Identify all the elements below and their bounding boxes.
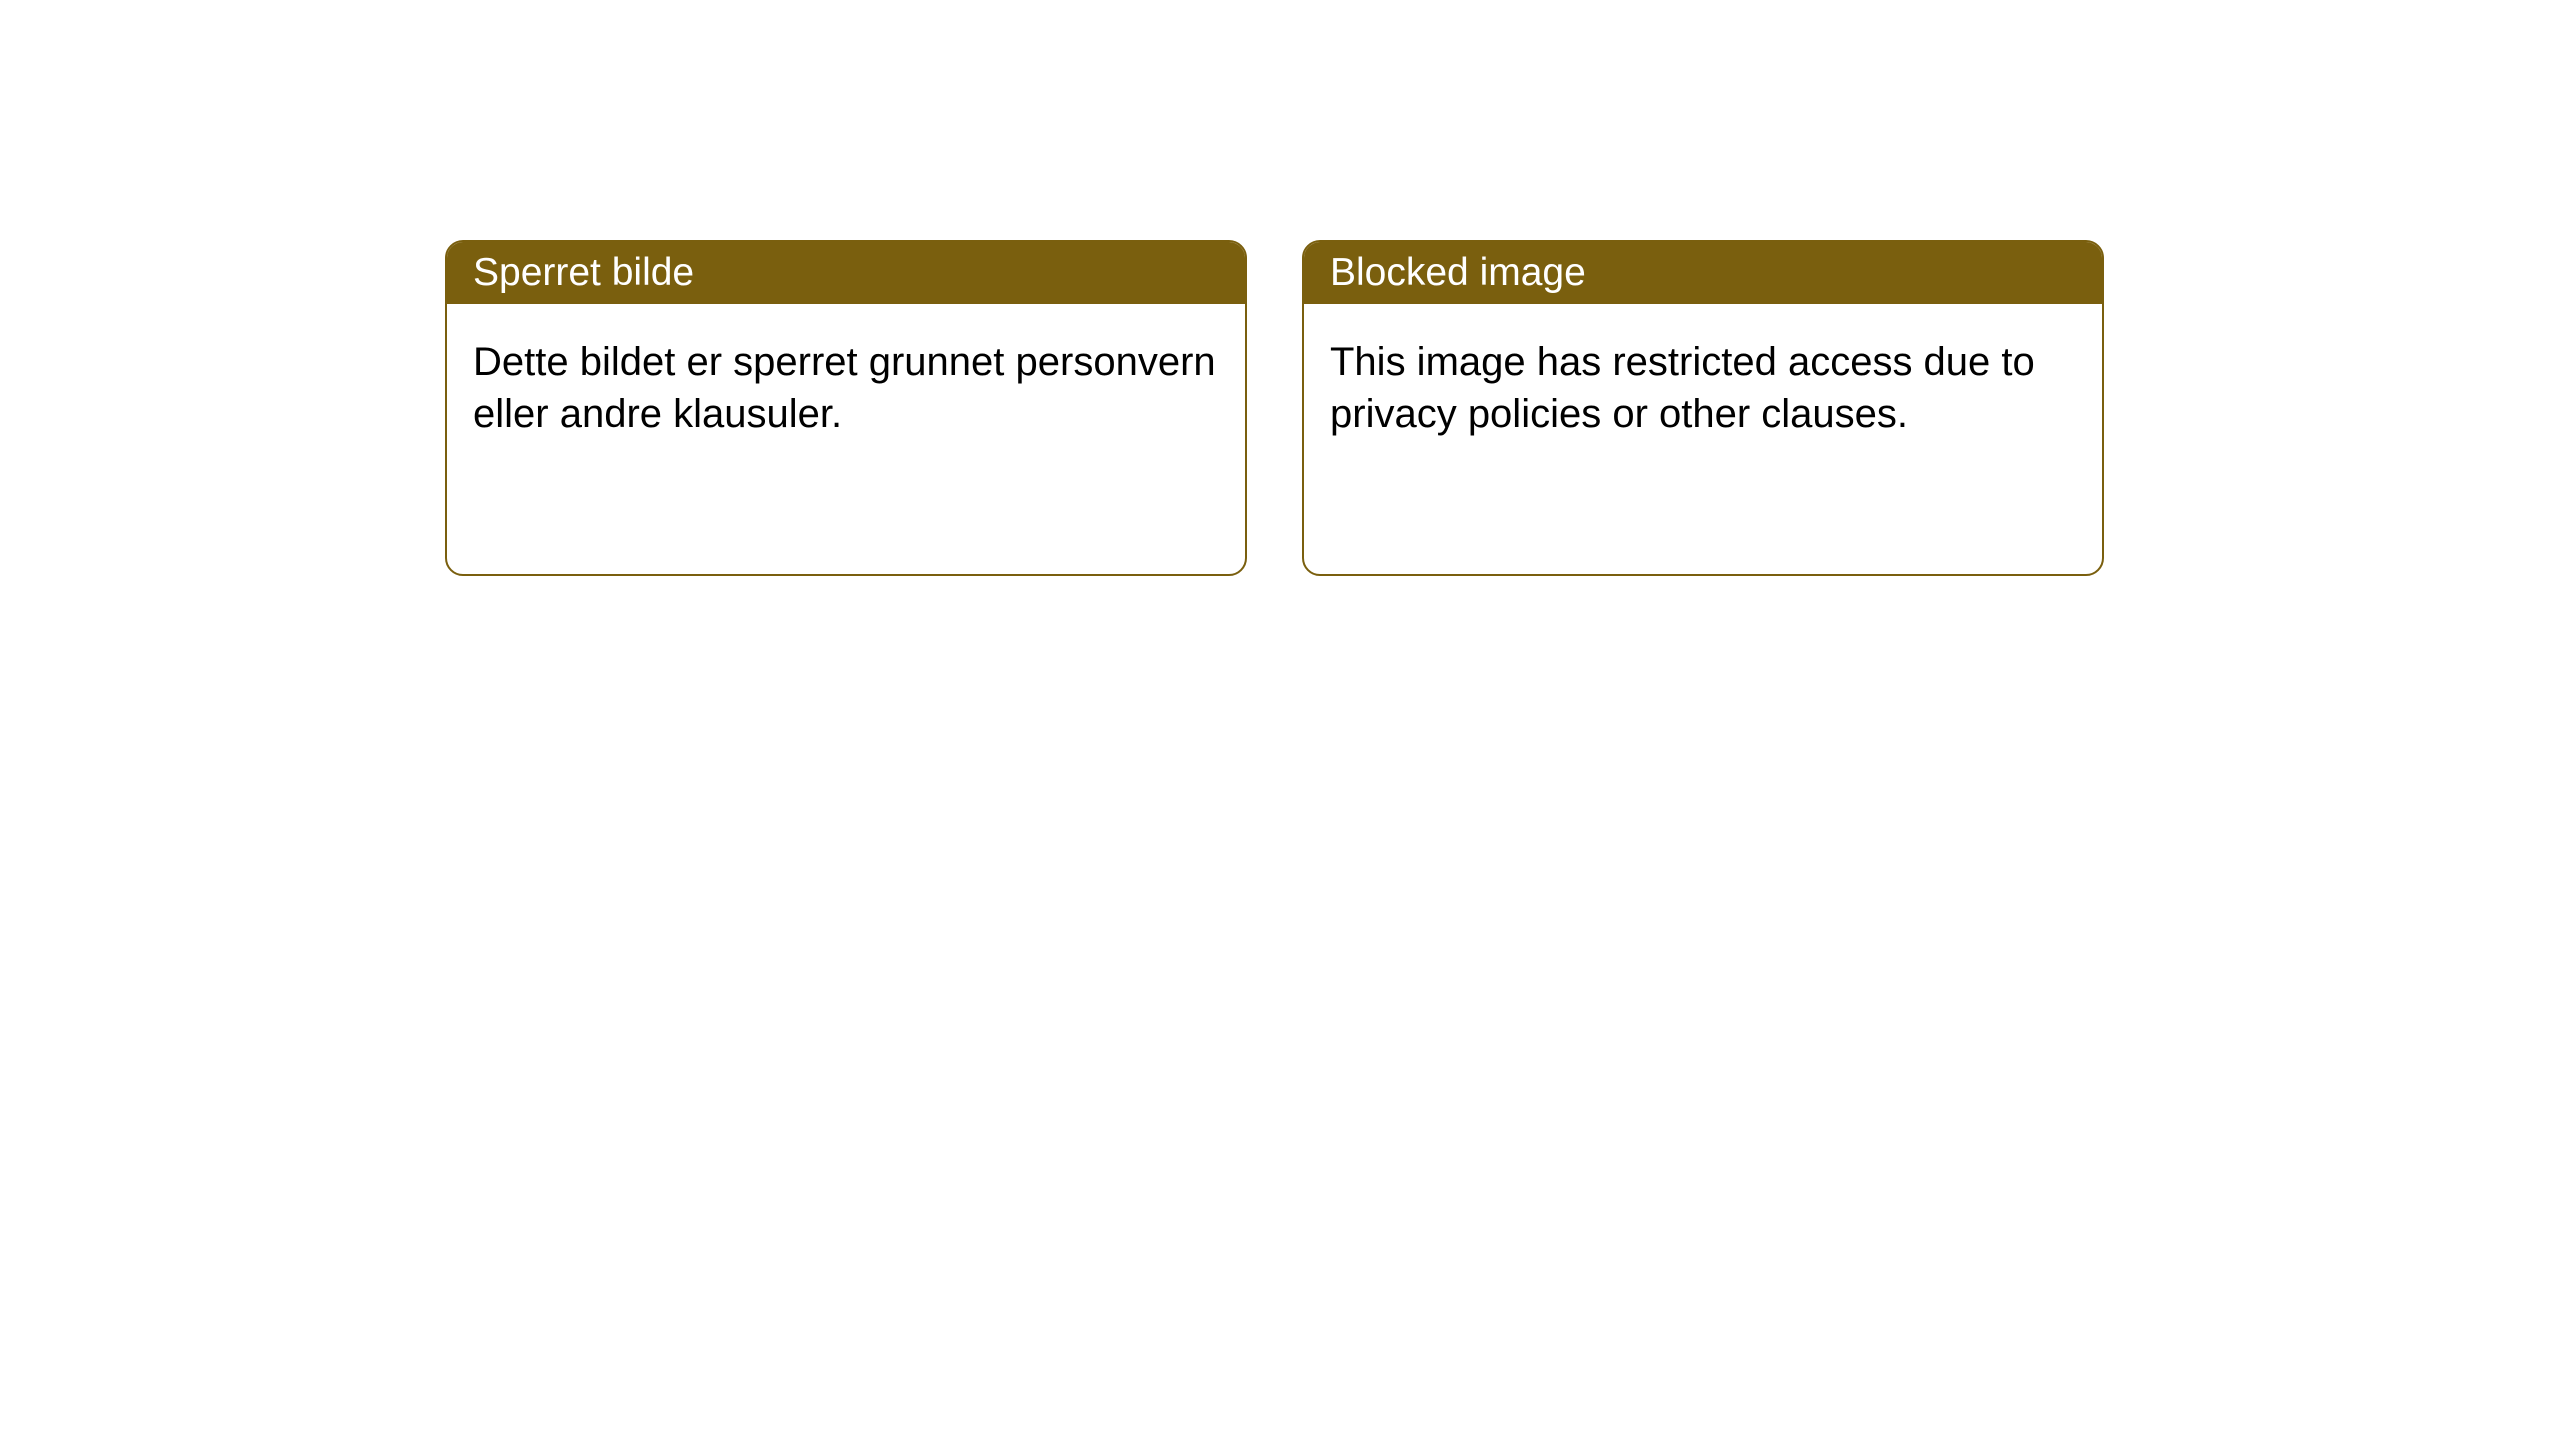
card-title: Blocked image	[1330, 251, 1586, 295]
blocked-image-card-norwegian: Sperret bilde Dette bildet er sperret gr…	[445, 240, 1247, 576]
card-body: Dette bildet er sperret grunnet personve…	[447, 304, 1245, 472]
blocked-image-card-english: Blocked image This image has restricted …	[1302, 240, 2104, 576]
card-title: Sperret bilde	[473, 251, 694, 295]
blocked-image-cards-container: Sperret bilde Dette bildet er sperret gr…	[445, 240, 2104, 576]
card-body-text: Dette bildet er sperret grunnet personve…	[473, 340, 1216, 436]
card-body-text: This image has restricted access due to …	[1330, 340, 2035, 436]
card-header: Sperret bilde	[447, 242, 1245, 304]
card-header: Blocked image	[1304, 242, 2102, 304]
card-body: This image has restricted access due to …	[1304, 304, 2102, 472]
